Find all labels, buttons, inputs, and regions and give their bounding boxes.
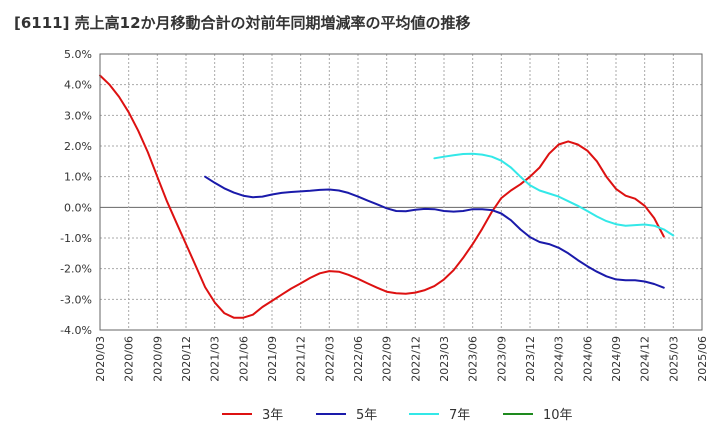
- x-tick-label: 2024/12: [639, 336, 652, 382]
- plot-background: [100, 54, 702, 330]
- x-tick-label: 2021/06: [237, 336, 250, 382]
- x-tick-label: 2021/09: [266, 336, 279, 382]
- x-tick-label: 2023/03: [438, 336, 451, 382]
- chart-title: [6111] 売上高12か月移動合計の対前年同期増減率の平均値の推移: [14, 14, 471, 32]
- legend-label: 10年: [543, 408, 573, 423]
- series-line-2: [433, 152, 675, 237]
- x-tick-label: 2023/09: [495, 336, 508, 382]
- x-tick-label: 2022/09: [381, 336, 394, 382]
- y-tick-label: -2.0%: [60, 263, 92, 276]
- y-tick-label: -4.0%: [60, 324, 92, 337]
- y-tick-label: -3.0%: [60, 293, 92, 306]
- legend-label: 3年: [262, 408, 283, 423]
- y-axis-ticks: 5.0% 4.0% 3.0% 2.0% 1.0% 0.0% -1.0% -2.0% -3.0% -…: [60, 48, 92, 337]
- series-lines: [99, 74, 675, 319]
- series-line-1: [204, 175, 665, 289]
- y-tick-label: 4.0%: [64, 79, 92, 92]
- y-tick-label: 2.0%: [64, 140, 92, 153]
- x-tick-label: 2023/06: [467, 336, 480, 382]
- x-tick-label: 2020/06: [123, 336, 136, 382]
- legend-label: 5年: [356, 408, 377, 423]
- x-tick-label: 2022/06: [352, 336, 365, 382]
- x-tick-label: 2024/09: [610, 336, 623, 382]
- y-tick-label: 1.0%: [64, 171, 92, 184]
- x-tick-label: 2022/12: [409, 336, 422, 382]
- x-tick-label: 2021/12: [295, 336, 308, 382]
- y-tick-label: -1.0%: [60, 232, 92, 245]
- y-tick-label: 0.0%: [64, 201, 92, 214]
- x-tick-label: 2022/03: [323, 336, 336, 382]
- x-tick-label: 2021/03: [209, 336, 222, 382]
- x-tick-label: 2020/03: [94, 336, 107, 382]
- y-tick-label: 5.0%: [64, 48, 92, 61]
- x-tick-label: 2023/12: [524, 336, 537, 382]
- x-tick-label: 2025/06: [696, 336, 709, 382]
- series-line-0: [99, 74, 665, 319]
- y-tick-label: 3.0%: [64, 109, 92, 122]
- x-tick-label: 2024/06: [581, 336, 594, 382]
- x-tick-label: 2024/03: [553, 336, 566, 382]
- x-tick-label: 2020/09: [151, 336, 164, 382]
- plot-frame: [99, 53, 703, 331]
- x-tick-label: 2025/03: [667, 336, 680, 382]
- legend: 3年 5年 7年 10年: [222, 408, 573, 423]
- legend-label: 7年: [449, 408, 470, 423]
- x-axis-ticks: 2020/03 2020/06 2020/09 2020/12 2021/03 2021/…: [94, 336, 709, 382]
- x-tick-label: 2020/12: [180, 336, 193, 382]
